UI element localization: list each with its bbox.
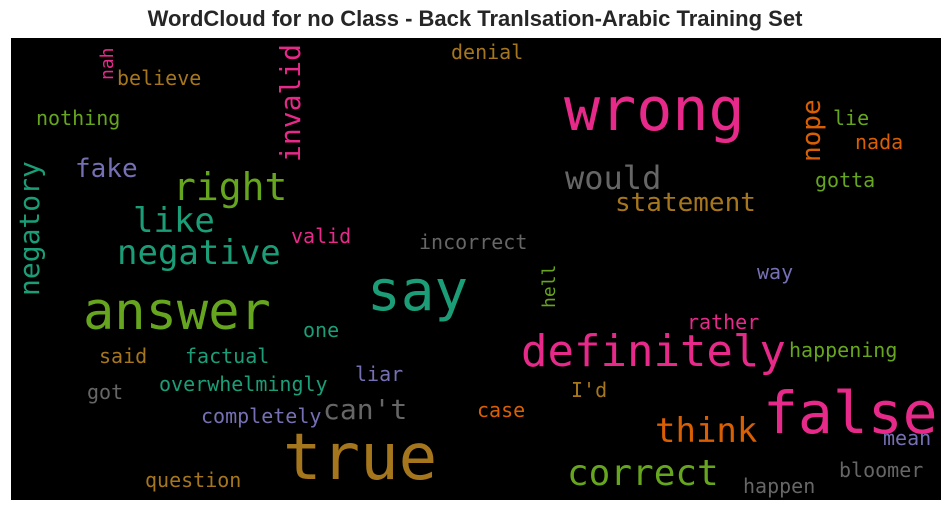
- word-question: question: [145, 468, 242, 492]
- word-wrong: wrong: [564, 75, 745, 145]
- word-think: think: [655, 411, 758, 451]
- word-fake: fake: [75, 154, 138, 184]
- word-i'd: I'd: [571, 378, 608, 402]
- word-incorrect: incorrect: [419, 230, 528, 254]
- word-false: false: [763, 379, 938, 447]
- word-denial: denial: [451, 40, 524, 64]
- word-way: way: [757, 260, 794, 284]
- word-would: would: [565, 159, 662, 197]
- word-nope: nope: [797, 99, 827, 162]
- word-correct: correct: [567, 453, 719, 494]
- word-answer: answer: [83, 282, 271, 342]
- word-negatory: negatory: [13, 161, 46, 296]
- word-statement: statement: [615, 188, 756, 218]
- word-nothing: nothing: [36, 106, 121, 130]
- word-negative: negative: [117, 233, 281, 273]
- word-nada: nada: [855, 130, 904, 154]
- word-can't: can't: [323, 393, 408, 426]
- word-cloud-canvas: true false wrong say answer definitely r…: [11, 38, 941, 500]
- word-hell: hell: [539, 264, 560, 308]
- word-factual: factual: [185, 344, 270, 368]
- word-valid: valid: [291, 224, 352, 248]
- word-case: case: [477, 398, 526, 422]
- word-happen: happen: [743, 474, 816, 498]
- word-said: said: [99, 344, 148, 368]
- chart-title: WordCloud for no Class - Back Tranlsatio…: [147, 6, 803, 31]
- word-liar: liar: [355, 362, 404, 386]
- word-mean: mean: [883, 426, 932, 450]
- word-got: got: [87, 380, 124, 404]
- word-completely: completely: [201, 404, 322, 428]
- word-nah: nah: [97, 47, 118, 80]
- word-right: right: [173, 165, 288, 209]
- word-rather: rather: [687, 310, 760, 334]
- word-say: say: [367, 259, 469, 324]
- word-like: like: [133, 201, 215, 241]
- word-gotta: gotta: [815, 168, 876, 192]
- word-bloomer: bloomer: [839, 458, 924, 482]
- word-lie: lie: [833, 106, 870, 130]
- word-true: true: [283, 421, 438, 495]
- word-happening: happening: [789, 338, 898, 362]
- word-overwhelmingly: overwhelmingly: [159, 372, 328, 396]
- word-invalid: invalid: [274, 43, 307, 162]
- word-definitely: definitely: [521, 326, 786, 377]
- word-believe: believe: [117, 66, 202, 90]
- word-one: one: [303, 318, 340, 342]
